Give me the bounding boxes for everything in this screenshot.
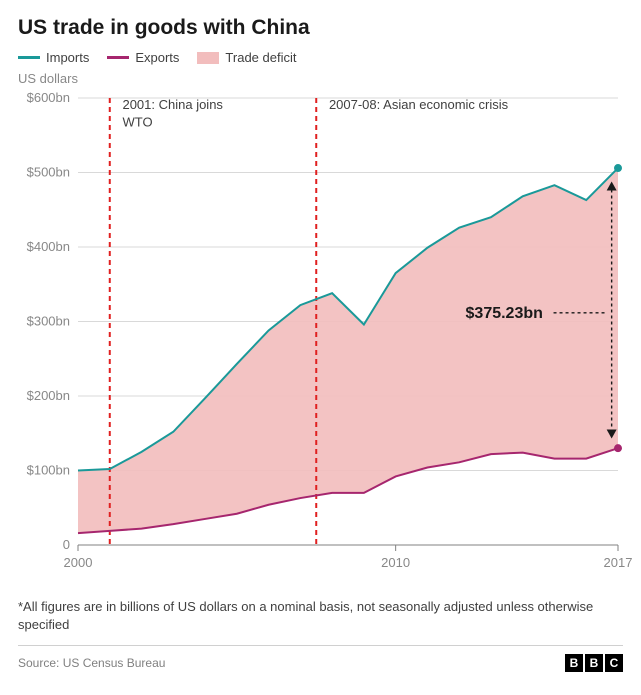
chart-area: 0 $100bn $200bn $300bn $400bn $500bn $600bn 200… (18, 90, 623, 590)
svg-text:2000: 2000 (64, 555, 93, 570)
svg-text:$400bn: $400bn (27, 239, 70, 254)
line-swatch-icon (107, 56, 129, 59)
svg-text:2010: 2010 (381, 555, 410, 570)
chart-svg: 0 $100bn $200bn $300bn $400bn $500bn $600bn 200… (18, 90, 623, 590)
source-row: Source: US Census Bureau B B C (18, 645, 623, 672)
svg-text:2017: 2017 (604, 555, 633, 570)
svg-text:$200bn: $200bn (27, 388, 70, 403)
svg-text:2001: China joins: 2001: China joins (122, 97, 223, 112)
y-unit-label: US dollars (18, 71, 623, 86)
area-swatch-icon (197, 52, 219, 64)
bbc-logo: B B C (565, 654, 623, 672)
svg-text:$100bn: $100bn (27, 463, 70, 478)
svg-text:$500bn: $500bn (27, 165, 70, 180)
bbc-box: B (565, 654, 583, 672)
legend: Imports Exports Trade deficit (18, 50, 623, 65)
svg-text:WTO: WTO (122, 114, 152, 129)
legend-imports: Imports (18, 50, 89, 65)
svg-text:$600bn: $600bn (27, 90, 70, 105)
svg-text:0: 0 (63, 537, 70, 552)
svg-text:$375.23bn: $375.23bn (466, 305, 543, 322)
legend-label: Trade deficit (225, 50, 296, 65)
svg-text:2007-08: Asian economic crisis: 2007-08: Asian economic crisis (329, 97, 509, 112)
bbc-box: B (585, 654, 603, 672)
svg-text:$300bn: $300bn (27, 314, 70, 329)
chart-card: US trade in goods with China Imports Exp… (0, 0, 641, 695)
legend-label: Exports (135, 50, 179, 65)
legend-deficit: Trade deficit (197, 50, 296, 65)
legend-exports: Exports (107, 50, 179, 65)
source-text: Source: US Census Bureau (18, 656, 165, 670)
line-swatch-icon (18, 56, 40, 59)
bbc-box: C (605, 654, 623, 672)
legend-label: Imports (46, 50, 89, 65)
footnote: *All figures are in billions of US dolla… (18, 598, 623, 633)
chart-title: US trade in goods with China (18, 16, 623, 40)
